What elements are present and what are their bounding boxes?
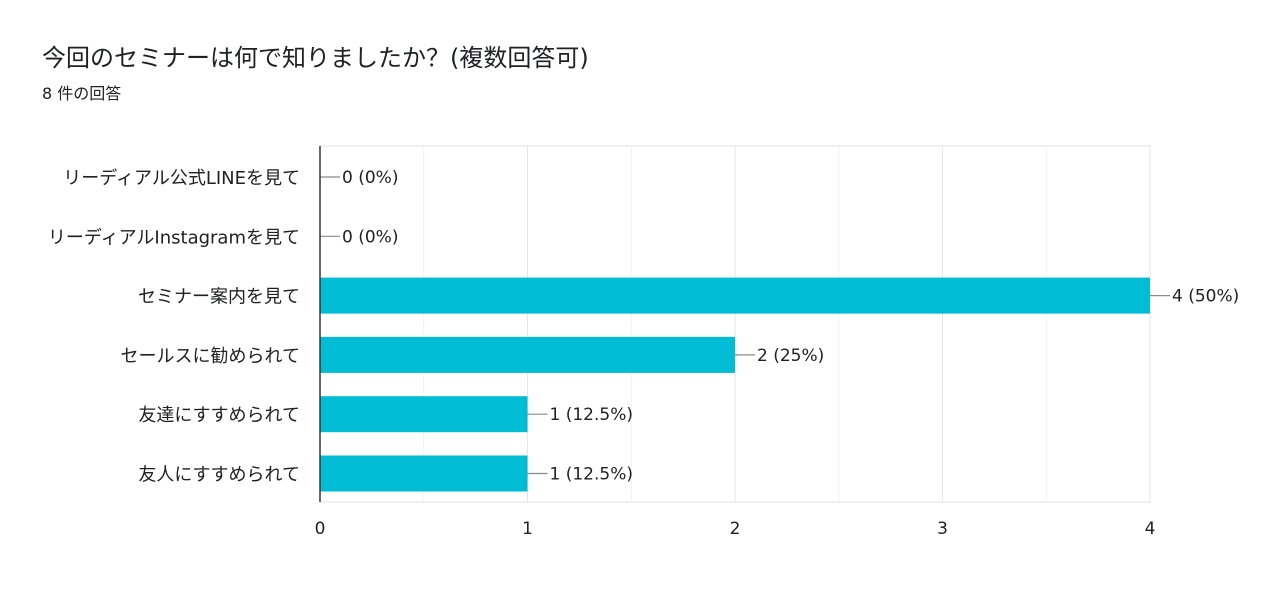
chart-header: 今回のセミナーは何で知りましたか？(複数回答可) 8 件の回答 xyxy=(42,40,589,106)
data-label: 0 (0%) xyxy=(342,227,398,247)
data-label: 0 (0%) xyxy=(342,168,398,188)
x-tick-label: 3 xyxy=(937,519,948,539)
bar xyxy=(320,277,1150,314)
bar xyxy=(320,455,528,492)
bar xyxy=(320,396,528,433)
bar xyxy=(320,336,735,373)
category-label: セミナー案内を見て xyxy=(138,287,300,308)
category-label: 友人にすすめられて xyxy=(138,465,300,486)
category-label: リーディアルInstagramを見て xyxy=(48,227,300,248)
data-label: 4 (50%) xyxy=(1172,287,1239,307)
x-tick-label: 0 xyxy=(315,519,326,539)
data-label: 2 (25%) xyxy=(757,346,824,366)
question-title: 今回のセミナーは何で知りましたか？(複数回答可) xyxy=(42,44,589,72)
category-label: セールスに勧められて xyxy=(121,346,300,367)
x-tick-label: 2 xyxy=(730,519,741,539)
x-tick-label: 4 xyxy=(1145,519,1156,539)
response-count: 8 件の回答 xyxy=(42,84,122,103)
data-label: 1 (12.5%) xyxy=(550,405,634,425)
x-tick-label: 1 xyxy=(522,519,533,539)
category-label: リーディアル公式LINEを見て xyxy=(63,168,300,189)
data-label: 1 (12.5%) xyxy=(550,465,634,485)
category-label: 友達にすすめられて xyxy=(138,405,300,426)
